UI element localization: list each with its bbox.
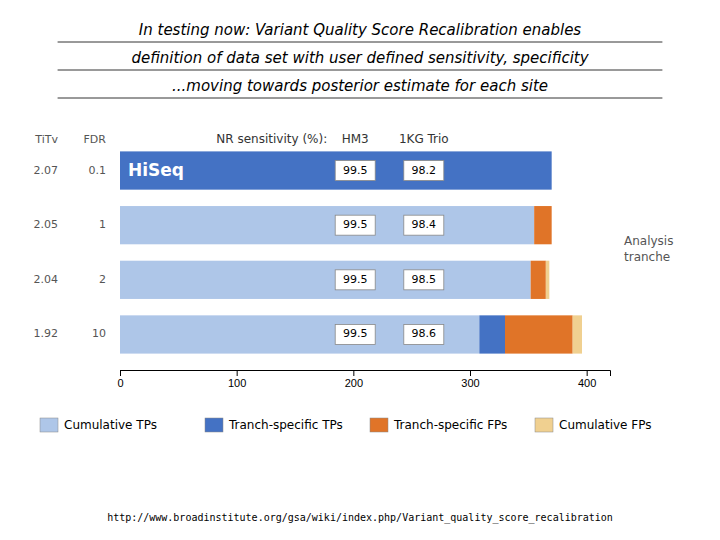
bar-segment <box>551 151 552 189</box>
sensitivity-value: 99.5 <box>343 218 368 231</box>
footer: http://www.broadinstitute.org/gsa/wiki/i… <box>107 512 613 524</box>
y-label-line: Analysis <box>624 234 673 248</box>
tick: 400 <box>578 370 596 389</box>
tick-mark <box>237 370 238 376</box>
y-label: Analysis tranche <box>624 234 673 264</box>
fdr-label: 1 <box>99 218 106 231</box>
bar-segment <box>505 315 573 353</box>
legend-label: Tranch-specific TPs <box>228 418 343 432</box>
tick-label: 0 <box>117 377 123 389</box>
bar-segment <box>546 261 550 299</box>
sensitivity-value: 99.5 <box>343 273 368 286</box>
sensitivity-value: 99.5 <box>343 327 368 340</box>
bar-segment <box>551 151 552 189</box>
legend-swatch <box>370 418 388 432</box>
bar-segment <box>531 261 546 299</box>
tick-mark <box>353 370 354 376</box>
bar-segment <box>120 151 552 189</box>
bar-segment <box>120 261 531 299</box>
value-box <box>404 161 444 181</box>
category-label: 2.07 <box>34 164 59 177</box>
value-box <box>404 324 444 344</box>
legend-item: Cumulative FPs <box>535 418 651 433</box>
sensitivity-value: 98.2 <box>412 164 437 177</box>
sensitivity-column: 1KG Trio <box>399 132 449 146</box>
bar-segment <box>551 151 552 189</box>
title-underline <box>58 42 663 43</box>
tick-mark <box>587 370 588 376</box>
legend-item: Cumulative TPs <box>40 418 157 433</box>
tick: 200 <box>345 370 363 389</box>
tick-label: 300 <box>461 377 479 389</box>
value-box <box>335 324 375 344</box>
x-axis: 0 100 200 300 400 <box>117 370 610 389</box>
legend-label: Cumulative TPs <box>64 418 157 432</box>
category-label: 2.04 <box>34 273 59 286</box>
category-label: 2.05 <box>34 218 59 231</box>
bar-segment <box>479 315 505 353</box>
legend-label: Tranch-specific FPs <box>393 418 507 432</box>
legend-item: Tranch-specific FPs <box>370 418 507 433</box>
title: ...moving towards posterior estimate for… <box>172 77 548 95</box>
bar-name: HiSeq <box>128 160 184 180</box>
legend-swatch <box>40 418 58 432</box>
value-box <box>404 215 444 235</box>
bar-names: HiSeq <box>128 160 184 180</box>
axis-line <box>121 371 611 377</box>
bar-segment <box>551 206 552 244</box>
sensitivity-value: 98.6 <box>412 327 437 340</box>
tick: 0 <box>117 370 123 389</box>
fdr-label: 0.1 <box>89 164 107 177</box>
sensitivity-header: NR sensitivity (%): <box>216 132 327 146</box>
sensitivity-column: HM3 <box>342 132 369 146</box>
bar-segment <box>573 315 582 353</box>
plot: 0 100 200 300 400 TiTv FDR 2.07 0.1 2.05 1 2.04 2 1.9… <box>34 132 674 388</box>
sensitivity-value: 98.4 <box>412 218 437 231</box>
tick-label: 400 <box>578 377 596 389</box>
value-box <box>335 215 375 235</box>
tick: 300 <box>461 370 479 389</box>
legend: Cumulative TPs Tranch-specific TPs Tranch-… <box>40 418 651 433</box>
y-label-line: tranche <box>624 250 670 264</box>
chart: In testing now: Variant Quality Score Re… <box>0 0 720 540</box>
tick-label: 100 <box>228 377 246 389</box>
legend-label: Cumulative FPs <box>559 418 651 432</box>
title-block: In testing now: Variant Quality Score Re… <box>58 21 663 99</box>
tick-mark <box>120 370 121 376</box>
legend-item: Tranch-specific TPs <box>205 418 343 433</box>
value-box <box>335 161 375 181</box>
row-labels: TiTv FDR 2.07 0.1 2.05 1 2.04 2 1.92 10 <box>34 133 107 340</box>
bar-segment <box>120 315 479 353</box>
sensitivity-value: 99.5 <box>343 164 368 177</box>
column-header: TiTv <box>34 133 58 146</box>
value-box <box>335 270 375 290</box>
column-header: FDR <box>84 133 107 146</box>
title: definition of data set with user defined… <box>131 49 589 67</box>
legend-swatch <box>205 418 223 432</box>
tick-mark <box>470 370 471 376</box>
bars <box>120 151 582 353</box>
value-box <box>404 270 444 290</box>
title-underline <box>58 98 663 99</box>
sensitivity-value: 98.5 <box>412 273 437 286</box>
title: In testing now: Variant Quality Score Re… <box>139 21 582 39</box>
tick: 100 <box>228 370 246 389</box>
bar-segment <box>534 206 552 244</box>
legend-swatch <box>535 418 553 432</box>
sensitivity: NR sensitivity (%): HM3 99.5 99.5 99.5 99.5 1K… <box>216 132 448 344</box>
category-label: 1.92 <box>34 327 59 340</box>
tick-label: 200 <box>345 377 363 389</box>
bar-segment <box>120 206 534 244</box>
fdr-label: 2 <box>99 273 106 286</box>
fdr-label: 10 <box>92 327 106 340</box>
title-underline <box>58 70 663 71</box>
